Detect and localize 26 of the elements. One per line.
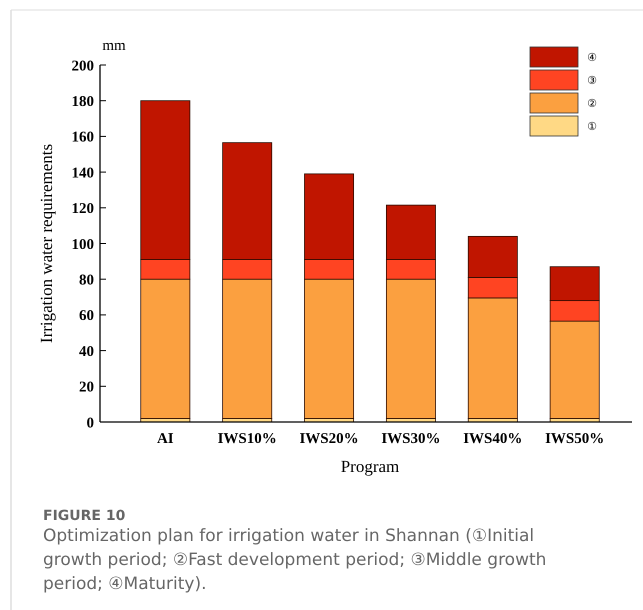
x-tick-label: IWS20%: [299, 431, 359, 447]
legend-label: ④: [587, 50, 598, 64]
y-tick-label: 120: [72, 201, 94, 218]
legend-label: ①: [587, 120, 598, 133]
y-tick-label: 40: [79, 344, 94, 360]
text: Optimization plan for irrigation water in Shannan (①Initial growth period; ②Fast development period; ③Middle growth period; ④Maturity).: [43, 526, 546, 594]
x-tick-label: IWS40%: [463, 431, 522, 447]
y-tick-label: 20: [79, 380, 94, 396]
y-tick-label: 180: [72, 94, 94, 110]
y-tick-label: 140: [72, 165, 94, 182]
x-tick-label: AI: [156, 431, 174, 447]
x-tick-label: IWS50%: [545, 431, 604, 447]
x-tick-label: IWS30%: [381, 431, 441, 447]
y-tick-label: 160: [72, 130, 94, 146]
y-axis-title: Irrigation water requirements: [37, 144, 56, 344]
y-tick-label: 0: [86, 415, 94, 432]
x-axis-title: Program: [340, 457, 400, 476]
y-tick-label: 200: [72, 58, 94, 74]
legend-label: ②: [587, 96, 598, 110]
text: mm: [102, 38, 126, 54]
y-tick-label: 60: [79, 308, 94, 324]
y-tick-label: 100: [72, 236, 94, 253]
legend-label: ③: [587, 74, 598, 87]
text: FIGURE 10: [43, 508, 126, 524]
x-tick-label: IWS10%: [218, 431, 277, 447]
y-tick-label: 80: [79, 272, 94, 288]
